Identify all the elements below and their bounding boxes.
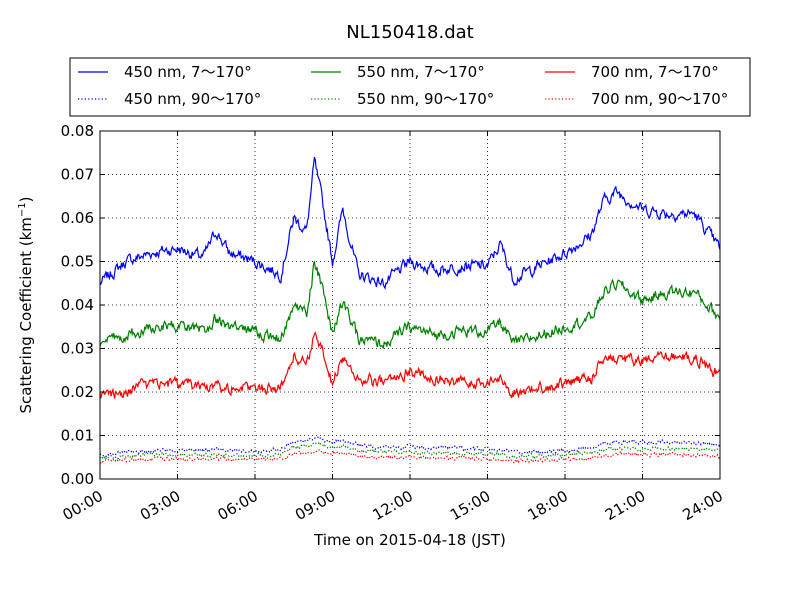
legend-label-4: 700 nm, 7～170° [591,63,719,81]
grid-lines [100,131,720,479]
legend-label-1: 450 nm, 90～170° [124,90,261,108]
series-line-1 [99,436,721,458]
series-line-0 [99,156,721,290]
series-layer [99,156,721,465]
series-line-2 [99,261,721,349]
y-axis-label-sup: −1 [17,202,28,217]
y-axis-label: Scattering Coefficient (km−1) [17,196,35,413]
legend-label-2: 550 nm, 7～170° [357,63,485,81]
series-line-5 [99,448,721,465]
y-tick-label: 0.06 [61,209,94,227]
legend-label-5: 700 nm, 90～170° [591,90,728,108]
x-axis-label: Time on 2015-04-18 (JST) [313,531,506,549]
y-tick-label: 0.03 [61,340,94,358]
y-tick-label: 0.08 [61,122,94,140]
y-tick-label: 0.04 [61,296,94,314]
y-axis-label-main: Scattering Coefficient (km [17,217,35,413]
axis-ticks [99,130,721,480]
y-axis-label-close: ) [17,196,35,202]
y-tick-label: 0.07 [61,166,94,184]
y-tick-label: 0.01 [61,427,94,445]
y-tick-label: 0.05 [61,253,94,271]
y-tick-label: 0.00 [61,470,94,488]
legend-label-0: 450 nm, 7～170° [124,63,252,81]
legend: 450 nm, 7～170° 550 nm, 7～170° 700 nm, 7～17… [78,63,728,108]
legend-box [69,57,751,117]
y-tick-label: 0.02 [61,383,94,401]
chart-title: NL150418.dat [346,22,473,43]
legend-label-3: 550 nm, 90～170° [357,90,494,108]
y-tick-labels: 0.00 0.01 0.02 0.03 0.04 0.05 0.06 0.07 0.08 [61,122,94,488]
series-line-4 [99,331,721,399]
